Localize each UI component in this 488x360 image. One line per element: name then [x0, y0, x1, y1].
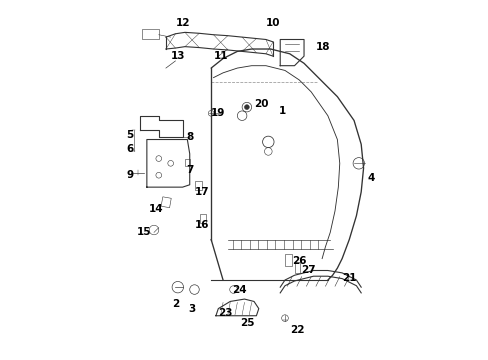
Circle shape [244, 105, 249, 109]
Text: 5: 5 [126, 130, 134, 140]
Text: 24: 24 [232, 284, 246, 294]
Text: 2: 2 [171, 299, 179, 309]
Text: 21: 21 [341, 273, 356, 283]
Text: 7: 7 [185, 166, 193, 175]
Bar [184, 158, 189, 166]
Bar [161, 197, 171, 208]
Text: 6: 6 [126, 144, 134, 154]
Bar [200, 214, 205, 223]
Text: 17: 17 [194, 187, 208, 197]
Text: 18: 18 [315, 42, 330, 51]
Text: 8: 8 [186, 132, 193, 142]
Text: 13: 13 [170, 51, 184, 61]
Text: 27: 27 [301, 265, 315, 275]
Text: 12: 12 [175, 18, 189, 28]
Bar [142, 29, 159, 40]
Text: 25: 25 [239, 318, 254, 328]
Text: 9: 9 [126, 170, 134, 180]
Text: 14: 14 [149, 203, 163, 213]
Text: 4: 4 [366, 172, 374, 183]
Text: 1: 1 [279, 106, 285, 116]
Bar [285, 254, 291, 266]
Text: 11: 11 [213, 51, 227, 61]
Text: 26: 26 [291, 256, 306, 266]
Text: 3: 3 [188, 303, 195, 314]
Text: 23: 23 [218, 309, 232, 318]
Bar [195, 181, 202, 189]
Text: 20: 20 [253, 99, 268, 109]
Text: 22: 22 [289, 325, 304, 335]
Bar [294, 262, 300, 273]
Text: 19: 19 [211, 108, 225, 118]
Text: 16: 16 [194, 220, 208, 230]
Text: 10: 10 [265, 18, 280, 28]
Text: 15: 15 [137, 228, 151, 237]
